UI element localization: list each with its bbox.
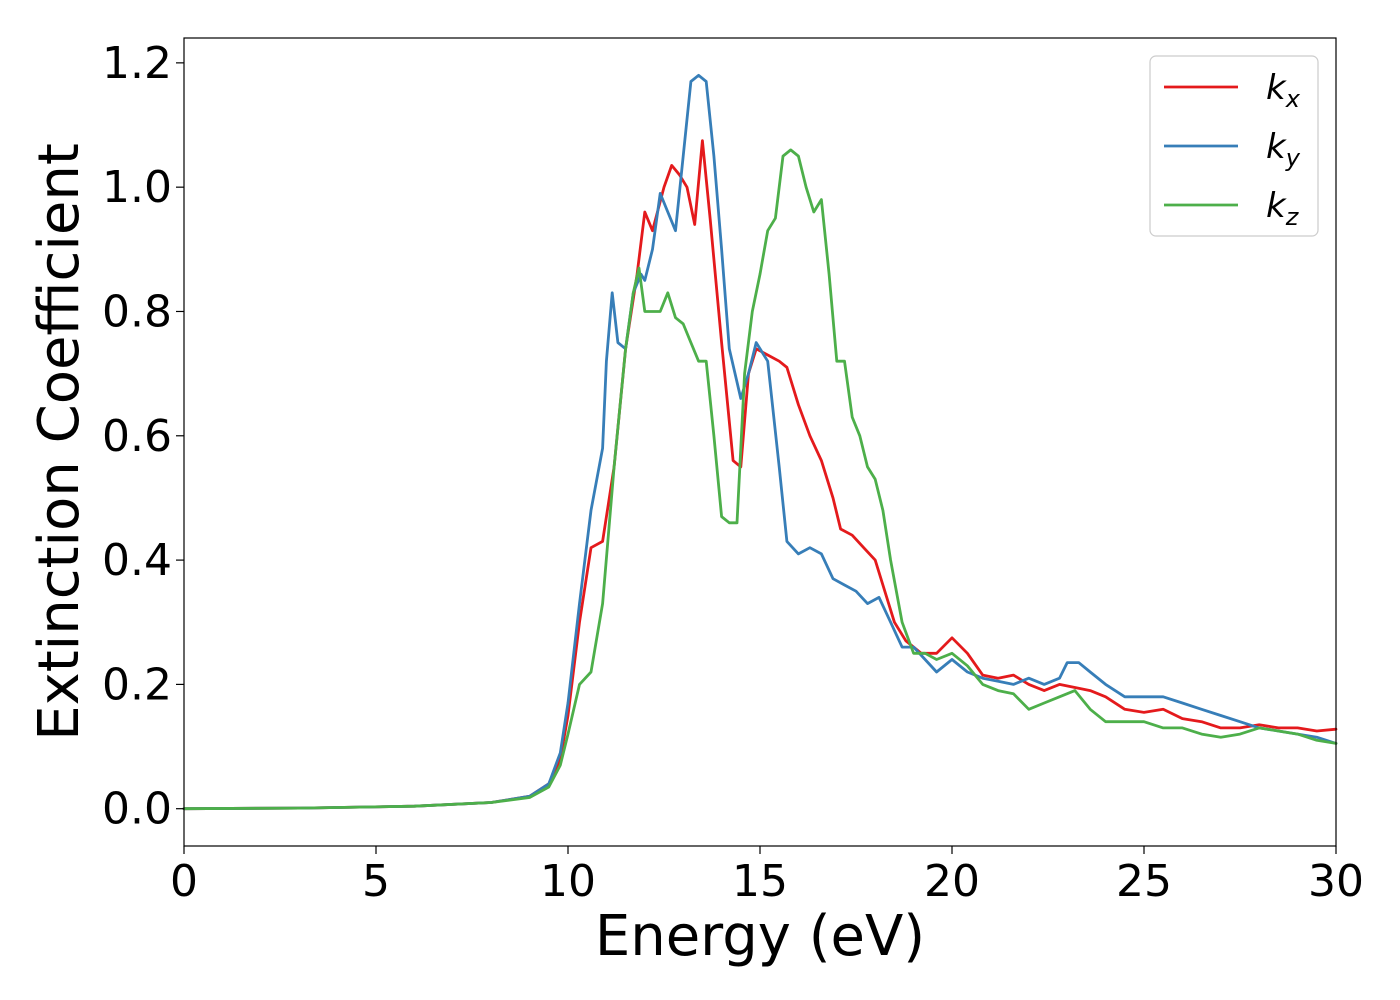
x-tick-label: 0 — [170, 856, 198, 907]
x-tick-label: 15 — [732, 856, 788, 907]
y-tick-label: 0.2 — [102, 659, 172, 710]
x-axis-title: Energy (eV) — [595, 904, 925, 969]
y-tick-label: 0.0 — [102, 784, 172, 835]
series-line-kx — [182, 139, 1338, 811]
series-layer — [182, 73, 1338, 811]
y-axis-title: Extinction Coefficient — [27, 143, 92, 741]
x-tick-label: 30 — [1308, 856, 1364, 907]
x-tick-label: 25 — [1116, 856, 1172, 907]
y-tick-label: 1.0 — [102, 162, 172, 213]
y-tick-label: 0.4 — [102, 535, 172, 586]
series-line-ky — [182, 73, 1338, 811]
y-tick-label: 0.6 — [102, 411, 172, 462]
x-tick-label: 10 — [540, 856, 596, 907]
y-tick-label: 1.2 — [102, 38, 172, 89]
y-tick-label: 0.8 — [102, 286, 172, 337]
x-tick-label: 5 — [362, 856, 390, 907]
x-tick-label: 20 — [924, 856, 980, 907]
ticks-layer: 0 5 10 15 20 25 30 0.0 0.2 0.4 0.6 0.8 1.0 1.2 — [102, 38, 1364, 907]
series-line-kz — [182, 148, 1338, 811]
